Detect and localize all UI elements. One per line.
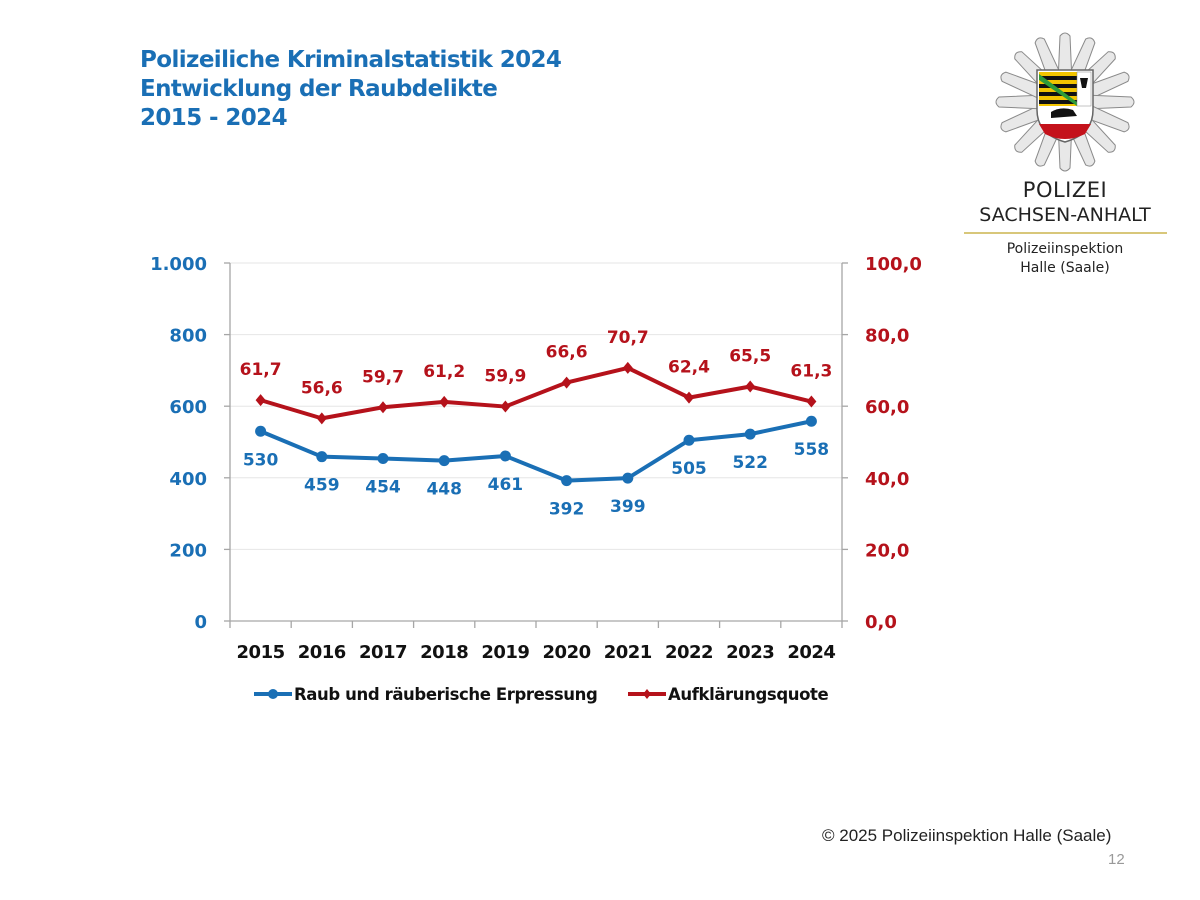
y-right-tick-label: 0,0 (865, 612, 897, 633)
title-line-1: Polizeiliche Kriminalstatistik 2024 (140, 47, 562, 73)
x-tick-label: 2016 (298, 642, 346, 663)
title-line-2: Entwicklung der Raubdelikte (140, 76, 498, 102)
data-label-raub: 461 (488, 475, 524, 495)
y-left-tick-label: 200 (169, 540, 207, 561)
y-left-tick-label: 1.000 (150, 254, 207, 275)
y-right-tick-label: 40,0 (865, 469, 909, 490)
data-label-aufklaerungsquote: 59,9 (484, 367, 526, 387)
series-line-raub (259, 419, 812, 483)
x-tick-label: 2023 (726, 642, 774, 663)
data-point-raub (255, 425, 267, 437)
data-point-raub (499, 450, 511, 462)
legend-label-raub: Raub und räuberische Erpressung (294, 685, 597, 704)
logo-title: POLIZEI (1022, 178, 1108, 202)
y-left-tick-label: 0 (194, 612, 207, 633)
star-ray (1084, 94, 1135, 110)
data-point-aufklaerungsquote (684, 391, 694, 404)
data-point-aufklaerungsquote (378, 401, 388, 414)
logo-subtitle: SACHSEN-ANHALT (979, 204, 1151, 226)
data-point-raub (622, 472, 634, 484)
data-point-raub (805, 415, 817, 427)
x-tick-label: 2015 (237, 642, 285, 663)
data-label-raub: 399 (610, 497, 646, 517)
x-tick-label: 2024 (787, 642, 835, 663)
data-label-raub: 558 (794, 440, 830, 460)
data-label-raub: 522 (732, 453, 768, 473)
data-label-raub: 530 (243, 450, 279, 470)
x-tick-label: 2022 (665, 642, 713, 663)
page-title: Polizeiliche Kriminalstatistik 2024 Entw… (140, 46, 562, 133)
data-point-aufklaerungsquote (622, 361, 633, 374)
data-label-aufklaerungsquote: 61,2 (423, 362, 465, 382)
series-line-aufklaerungsquote (260, 365, 812, 421)
logo-unit-line-2: Halle (Saale) (1020, 260, 1110, 276)
x-tick-label: 2018 (420, 642, 468, 663)
police-logo: POLIZEI SACHSEN-ANHALT Polizeiinspektion… (955, 30, 1175, 280)
copyright-text: © 2025 Polizeiinspektion Halle (Saale) (822, 826, 1112, 845)
x-tick-label: 2020 (543, 642, 591, 663)
data-label-aufklaerungsquote: 56,6 (301, 378, 343, 398)
y-right-tick-label: 20,0 (865, 540, 909, 561)
data-label-raub: 392 (549, 500, 585, 520)
data-point-aufklaerungsquote (745, 380, 756, 393)
y-right-tick-label: 80,0 (865, 326, 909, 347)
legend-marker-raub (268, 689, 278, 699)
y-left-tick-label: 800 (169, 326, 207, 347)
y-right-tick-label: 100,0 (865, 254, 922, 275)
data-label-raub: 454 (365, 477, 401, 497)
data-label-aufklaerungsquote: 70,7 (607, 328, 649, 348)
data-point-aufklaerungsquote (255, 394, 266, 407)
legend-marker-aufklaerungsquote (643, 689, 651, 699)
x-tick-label: 2021 (604, 642, 652, 663)
title-line-3: 2015 - 2024 (140, 105, 288, 131)
data-label-aufklaerungsquote: 66,6 (546, 343, 588, 363)
data-label-aufklaerungsquote: 65,5 (729, 347, 771, 367)
data-label-raub: 448 (426, 480, 462, 500)
data-label-aufklaerungsquote: 61,7 (240, 360, 282, 380)
data-label-aufklaerungsquote: 59,7 (362, 367, 404, 387)
y-left-tick-label: 400 (169, 469, 207, 490)
data-point-aufklaerungsquote (439, 395, 450, 408)
data-point-raub (438, 455, 450, 467)
data-point-aufklaerungsquote (806, 395, 817, 408)
y-left-tick-label: 600 (169, 397, 207, 418)
x-tick-label: 2017 (359, 642, 407, 663)
logo-unit-line-1: Polizeiinspektion (1006, 241, 1124, 257)
data-point-raub (316, 451, 328, 463)
data-point-raub (377, 452, 389, 464)
star-ray (995, 94, 1046, 110)
legend-label-aufklaerungsquote: Aufklärungsquote (668, 685, 829, 704)
data-point-raub (683, 434, 695, 446)
data-label-aufklaerungsquote: 61,3 (790, 362, 832, 382)
page-number: 12 (1108, 851, 1125, 868)
data-point-raub (561, 475, 573, 487)
data-label-aufklaerungsquote: 62,4 (668, 358, 710, 378)
data-label-raub: 505 (671, 459, 707, 479)
data-point-aufklaerungsquote (500, 400, 511, 413)
police-star-badge-icon (995, 32, 1135, 172)
x-tick-label: 2019 (481, 642, 529, 663)
data-label-raub: 459 (304, 476, 340, 496)
data-point-aufklaerungsquote (561, 376, 572, 389)
data-point-raub (744, 428, 756, 440)
logo-divider (964, 232, 1167, 234)
y-right-tick-label: 60,0 (865, 397, 909, 418)
data-point-aufklaerungsquote (316, 412, 327, 425)
